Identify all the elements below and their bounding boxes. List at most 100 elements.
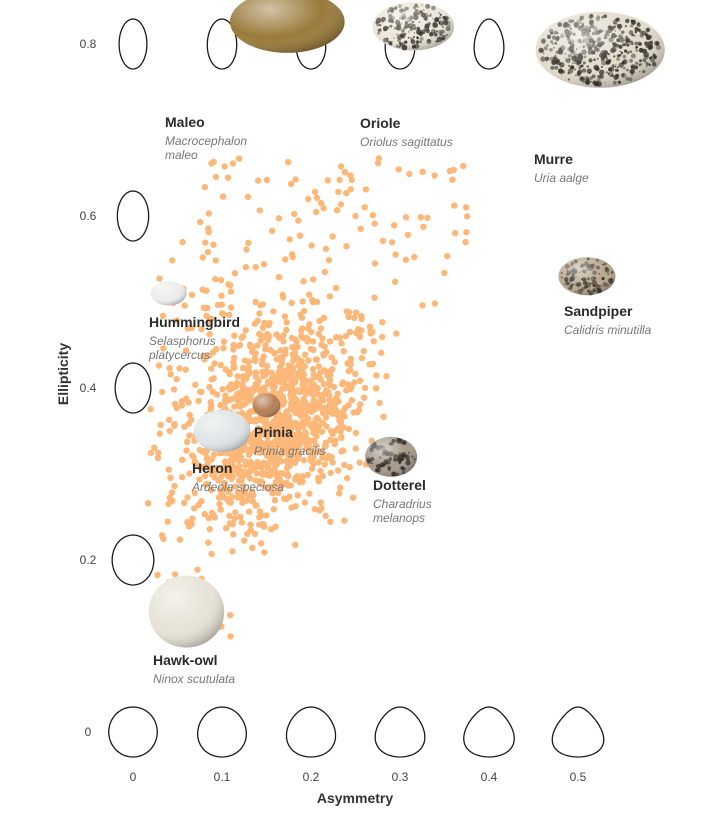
data-point [279, 353, 286, 361]
data-point [203, 481, 210, 488]
data-point [182, 366, 189, 373]
data-point [244, 193, 252, 200]
data-point [188, 452, 196, 459]
data-point [286, 236, 293, 243]
data-point [411, 253, 418, 261]
data-point [205, 539, 212, 546]
data-point [330, 383, 338, 391]
data-point [336, 490, 343, 497]
data-point [275, 215, 283, 222]
data-point [312, 356, 319, 363]
data-point [288, 299, 295, 306]
species-latin-name: Prinia gracilis [254, 444, 325, 458]
data-point [379, 333, 386, 341]
data-point [318, 505, 325, 512]
data-point [358, 355, 365, 362]
data-point [186, 411, 193, 419]
data-point [341, 461, 348, 469]
data-point [292, 336, 299, 343]
data-point [284, 481, 291, 489]
data-point [375, 155, 383, 162]
data-point [217, 486, 224, 493]
data-point [299, 325, 306, 332]
data-point [357, 225, 364, 232]
data-point [300, 371, 307, 378]
data-point [361, 384, 369, 392]
data-point [304, 336, 312, 343]
data-point [192, 381, 199, 388]
data-point [155, 449, 162, 456]
data-point [295, 400, 302, 407]
data-point [356, 459, 363, 466]
data-point [230, 363, 237, 371]
data-point [241, 468, 249, 475]
data-point [296, 359, 303, 366]
data-point [280, 332, 287, 339]
data-point [203, 455, 210, 462]
data-point [373, 372, 380, 379]
data-point [281, 419, 289, 426]
data-point [337, 163, 345, 170]
species-latin-name: Oriolus sagittatus [360, 135, 453, 149]
left-reference-egg-outline [114, 362, 152, 414]
data-point [254, 459, 261, 466]
data-point [226, 370, 233, 378]
data-point [404, 231, 412, 239]
data-point [278, 458, 285, 465]
data-point [236, 341, 243, 349]
data-point [310, 276, 317, 283]
data-point [304, 471, 311, 478]
data-point [259, 356, 266, 363]
data-point [147, 405, 154, 413]
data-point [234, 373, 241, 380]
data-point [273, 414, 280, 421]
data-point [212, 257, 219, 264]
data-point [356, 328, 363, 335]
data-point [305, 440, 313, 447]
data-point [176, 365, 183, 372]
bottom-reference-egg-outline [197, 706, 247, 758]
data-point [250, 492, 257, 499]
data-point [226, 311, 233, 318]
data-point [232, 483, 239, 490]
data-point [379, 319, 386, 326]
data-point [266, 486, 273, 493]
data-point [165, 466, 172, 473]
data-point [245, 239, 252, 246]
data-point [230, 354, 238, 362]
bottom-reference-egg-outline [551, 706, 605, 758]
data-point [229, 493, 236, 501]
species-latin-name: platycercus [148, 348, 210, 362]
data-point [393, 330, 400, 337]
data-point [268, 526, 275, 533]
data-point [346, 328, 354, 336]
data-point [343, 189, 350, 197]
data-point [311, 436, 318, 444]
y-tick-label: 0.8 [80, 37, 97, 51]
data-point [208, 471, 216, 478]
data-point [236, 402, 243, 409]
data-point [335, 411, 342, 419]
data-point [336, 176, 343, 184]
species-latin-name: Macrocephalon [165, 134, 247, 148]
data-point [258, 540, 265, 547]
data-point [247, 343, 254, 350]
data-point [206, 384, 213, 391]
data-point [294, 370, 301, 377]
data-point [286, 382, 293, 389]
data-point [204, 248, 212, 256]
data-point [160, 345, 167, 352]
x-tick-label: 0.3 [392, 770, 409, 784]
data-point [282, 346, 289, 353]
data-point [320, 352, 327, 359]
data-point [242, 399, 250, 407]
data-point [346, 464, 353, 471]
data-point [292, 176, 299, 183]
left-reference-egg-outline [111, 534, 155, 586]
data-point [247, 458, 254, 466]
data-point [342, 332, 350, 340]
data-point [274, 432, 282, 439]
data-point [220, 344, 227, 352]
data-point [338, 434, 345, 441]
data-point [328, 354, 335, 361]
